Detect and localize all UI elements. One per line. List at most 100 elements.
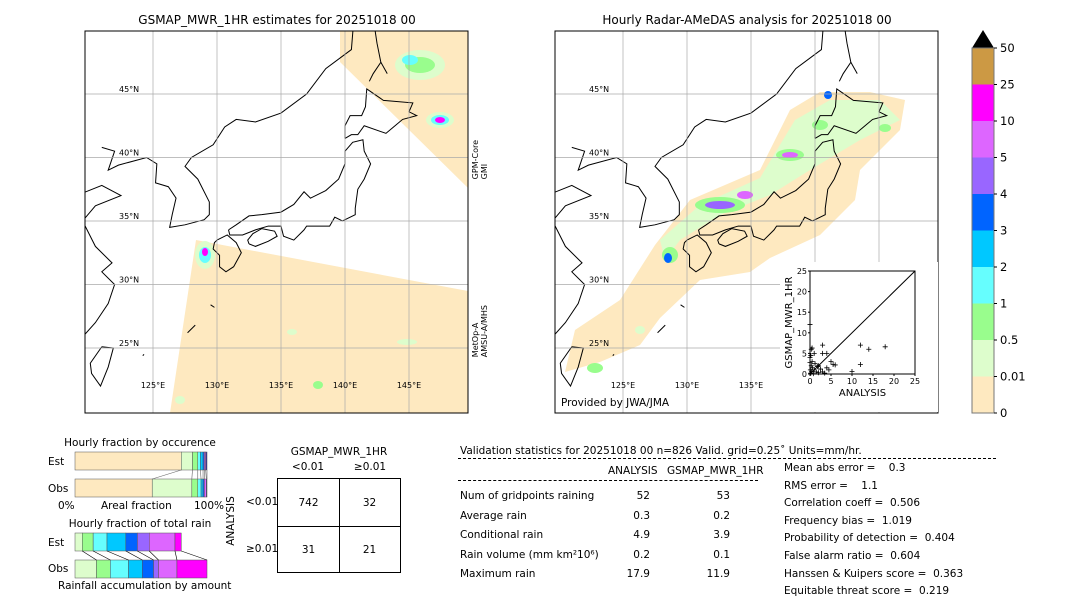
stat-analysis: 0.2 bbox=[633, 548, 650, 561]
rain-bar-obs bbox=[74, 559, 97, 579]
stat-analysis: 52 bbox=[636, 490, 650, 502]
connector-line bbox=[125, 550, 143, 561]
left-map: 45°N 40°N 35°N 30°N 25°N 125°E 130°E 135°E 140°E… bbox=[84, 30, 469, 414]
lon-label: 145°E bbox=[397, 381, 421, 390]
score-line: Equitable threat score = 0.219 bbox=[784, 585, 950, 598]
right-map-title: Hourly Radar-AMeDAS analysis for 2025101… bbox=[602, 13, 892, 27]
col-analysis: ANALYSIS bbox=[608, 465, 658, 477]
rain-bar-obs bbox=[153, 559, 159, 579]
rain-cell bbox=[879, 124, 891, 132]
swath-label-gpm: GPM-Core GMI bbox=[471, 140, 489, 180]
coastline bbox=[717, 228, 748, 247]
map-frame bbox=[554, 30, 939, 414]
lat-label: 25°N bbox=[589, 339, 609, 348]
rain-cell bbox=[287, 329, 297, 335]
validation-header: Validation statistics for 20251018 00 n=… bbox=[460, 445, 862, 457]
rain-bar-obs bbox=[96, 559, 111, 579]
scatter-point bbox=[832, 362, 838, 368]
colorbar-tick-label: 25 bbox=[1000, 78, 1015, 92]
connector-line bbox=[200, 469, 202, 480]
colorbar-segment bbox=[972, 267, 994, 304]
scatter-ytick: 15 bbox=[797, 308, 807, 317]
lon-label: 130°E bbox=[205, 381, 229, 390]
scatter-point bbox=[830, 362, 836, 368]
scatter-point bbox=[826, 367, 832, 373]
swath-label-metop: MetOp-A AMSU-A/MHS bbox=[471, 305, 489, 358]
scatter-point bbox=[807, 359, 813, 365]
row-header-ge: ≥0.01 bbox=[246, 543, 279, 555]
scatter-point bbox=[857, 342, 863, 348]
stat-gsmap: 3.9 bbox=[713, 529, 730, 541]
scatter-point bbox=[849, 369, 855, 375]
occ-xtick-100: 100% bbox=[194, 500, 225, 512]
scatter-xtick: 20 bbox=[889, 377, 899, 386]
rain-cell bbox=[402, 55, 418, 65]
colorbar-segment bbox=[972, 84, 994, 121]
scatter-xtick: 0 bbox=[807, 377, 812, 386]
score-line: False alarm ratio = 0.604 bbox=[784, 550, 921, 562]
stat-label: Rain volume (mm km²10⁶) bbox=[460, 548, 599, 561]
lon-label: 135°E bbox=[269, 381, 293, 390]
stat-label: Conditional rain bbox=[460, 529, 544, 541]
rain-cell bbox=[664, 253, 672, 263]
rain-cell bbox=[812, 120, 828, 130]
colorbar: 0 0.01 0.5 1 2 3 4 5 10 25 50 bbox=[971, 30, 1026, 420]
rain-cell bbox=[705, 201, 735, 209]
rain-bar-obs bbox=[142, 559, 154, 579]
swath-metop bbox=[170, 240, 468, 413]
scatter-point bbox=[813, 369, 819, 375]
coastline bbox=[657, 324, 666, 334]
cell-hit: 21 bbox=[362, 544, 377, 556]
rain-bar-est bbox=[137, 532, 150, 552]
scatter-point bbox=[857, 362, 863, 368]
lon-label: 125°E bbox=[141, 381, 165, 390]
row-axis-label: ANALYSIS bbox=[224, 496, 237, 546]
lat-label: 30°N bbox=[119, 276, 139, 285]
score-line: Mean abs error = 0.3 bbox=[784, 462, 906, 474]
occurrence-bar-est bbox=[192, 451, 199, 471]
colorbar-segment bbox=[972, 376, 994, 413]
rain-bar-obs bbox=[110, 559, 129, 579]
colorbar-tick-label: 1 bbox=[1000, 297, 1007, 311]
cell-hit-none: 742 bbox=[298, 497, 319, 509]
occurrence-bar-est bbox=[74, 451, 182, 471]
colorbar-segment bbox=[972, 340, 994, 377]
coastline bbox=[142, 353, 145, 356]
coastline bbox=[680, 304, 685, 308]
occurrence-bar-est bbox=[200, 451, 204, 471]
lat-label: 45°N bbox=[589, 85, 609, 94]
scatter-xtick: 25 bbox=[910, 377, 920, 386]
occ-obs-label: Obs bbox=[48, 483, 69, 495]
scatter-point bbox=[820, 369, 826, 375]
scatter-point bbox=[809, 345, 815, 351]
scatter-point bbox=[808, 346, 814, 352]
scatter-point bbox=[811, 350, 817, 356]
maps-svg: 45°N 40°N 35°N 30°N 25°N 125°E 130°E 135°E 140°E… bbox=[84, 30, 1026, 420]
stat-label: Maximum rain bbox=[460, 568, 536, 580]
stat-gsmap: 0.2 bbox=[713, 509, 730, 522]
lat-label: 40°N bbox=[119, 149, 139, 158]
coastline bbox=[682, 234, 712, 273]
occurrence-bar-est bbox=[181, 451, 193, 471]
lat-label: 25°N bbox=[119, 339, 139, 348]
occurrence-bar-est bbox=[197, 451, 201, 471]
occurrence-bar-obs bbox=[200, 478, 204, 498]
rain-bar-est bbox=[149, 532, 176, 552]
rain-cell bbox=[397, 339, 417, 345]
connector-line bbox=[93, 550, 111, 561]
colorbar-tick-label: 0 bbox=[1000, 406, 1007, 420]
scatter-point bbox=[828, 359, 834, 365]
rain-bar-est bbox=[74, 532, 83, 552]
scatter-xlabel: ANALYSIS bbox=[839, 388, 886, 399]
occ-est-label: Est bbox=[48, 456, 65, 468]
coastline bbox=[247, 228, 278, 247]
occ-xtick-0: 0% bbox=[58, 500, 75, 512]
scatter-xtick: 5 bbox=[828, 377, 833, 386]
scatter-point bbox=[809, 369, 815, 375]
colorbar-segment bbox=[972, 303, 994, 340]
occurrence-bar-obs bbox=[74, 478, 153, 498]
scatter-point bbox=[882, 344, 888, 350]
stat-analysis: 17.9 bbox=[626, 568, 650, 580]
coastline bbox=[698, 139, 842, 241]
data-credit: Provided by JWA/JMA bbox=[561, 397, 670, 409]
